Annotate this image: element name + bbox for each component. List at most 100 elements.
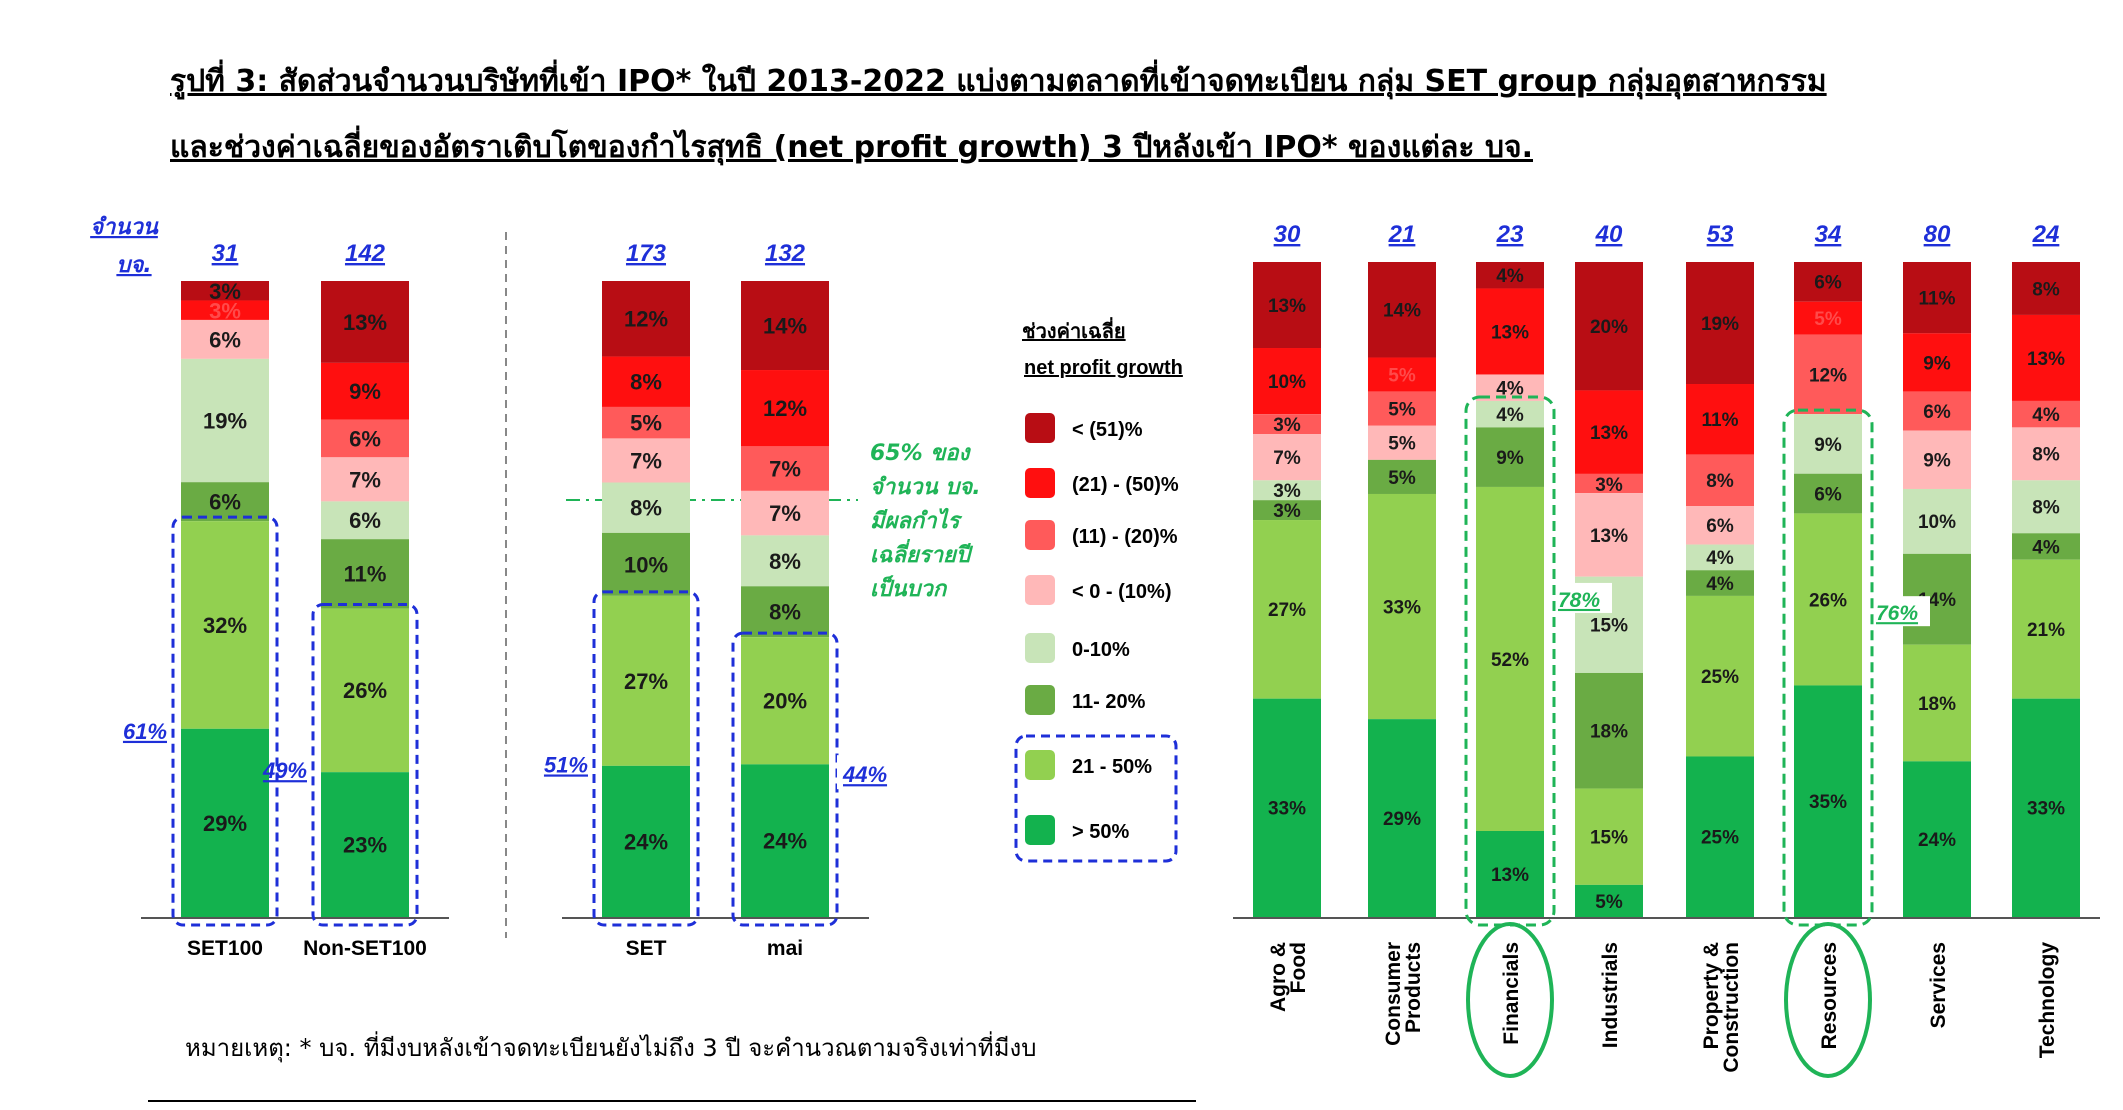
bar-segment-mai-0 <box>741 281 829 371</box>
bar-segment-mai-2 <box>741 446 829 491</box>
category-label-financials: Financials <box>1500 942 1523 1045</box>
data-label-resources-5: 6% <box>1814 484 1842 505</box>
bar-segment-consumer-products-3 <box>1368 425 1436 460</box>
annotation-line2: จำนวน บจ. <box>870 475 981 500</box>
bar-segment-set-5 <box>602 532 690 596</box>
data-label-consumer-products-2: 5% <box>1388 400 1416 421</box>
category-circle-financials <box>1466 922 1554 1078</box>
count-mai: 132 <box>765 240 806 267</box>
data-label-industrials-4: 15% <box>1590 616 1628 637</box>
data-label-services-0: 11% <box>1919 289 1956 310</box>
data-label-agro-food-6: 3% <box>1273 501 1301 522</box>
data-label-consumer-products-5: 33% <box>1383 597 1421 618</box>
count-agro-food: 30 <box>1274 221 1301 248</box>
data-label-services-7: 24% <box>1918 830 1956 851</box>
data-label-mai-2: 7% <box>769 457 801 482</box>
data-label-set100-6: 32% <box>203 613 247 638</box>
positive-share-set100: 61% <box>123 719 167 744</box>
data-label-financials-3: 4% <box>1496 379 1524 400</box>
positive-share-non-set100: 49% <box>262 758 307 783</box>
data-label-industrials-3: 13% <box>1590 526 1628 547</box>
bar-segment-agro-food-5 <box>1253 480 1321 501</box>
count-consumer-products: 21 <box>1388 221 1416 248</box>
data-label-property-construction-1: 11% <box>1702 410 1739 431</box>
category-label-industrials: Industrials <box>1599 942 1622 1048</box>
data-label-resources-1: 5% <box>1814 309 1842 330</box>
legend-label-2: (11) - (20)% <box>1072 526 1178 548</box>
data-label-set-7: 24% <box>624 829 668 854</box>
data-label-consumer-products-0: 14% <box>1383 301 1421 322</box>
bar-segment-services-7 <box>1903 761 1971 917</box>
count-label-line2: บจ. <box>116 253 151 278</box>
data-label-technology-4: 8% <box>2032 498 2060 519</box>
data-label-non-set100-4: 6% <box>349 508 381 533</box>
data-label-set100-0: 3% <box>209 279 241 304</box>
data-label-financials-6: 52% <box>1491 650 1529 671</box>
bar-segment-consumer-products-6 <box>1368 719 1436 917</box>
bar-segment-resources-4 <box>1794 414 1862 474</box>
data-label-services-6: 18% <box>1918 694 1956 715</box>
count-financials: 23 <box>1496 221 1524 248</box>
data-label-resources-4: 9% <box>1814 435 1842 456</box>
bar-segment-property-construction-0 <box>1686 262 1754 385</box>
bar-segment-non-set100-3 <box>321 457 409 502</box>
bar-segment-consumer-products-1 <box>1368 357 1436 392</box>
bar-segment-non-set100-0 <box>321 281 409 363</box>
data-label-financials-7: 13% <box>1491 865 1529 886</box>
bar-segment-agro-food-6 <box>1253 500 1321 521</box>
chart-title-line1: รูปที่ 3: สัดส่วนจำนวนบริษัทที่เข้า IPO*… <box>170 64 1827 99</box>
data-label-set100-1: 3% <box>209 298 241 323</box>
data-label-property-construction-5: 4% <box>1706 574 1734 595</box>
bar-segment-resources-7 <box>1794 685 1862 917</box>
positive-share-bg-mai <box>837 755 897 790</box>
bar-segment-agro-food-8 <box>1253 698 1321 917</box>
legend-label-1: (21) - (50)% <box>1072 474 1179 496</box>
data-label-services-1: 9% <box>1923 353 1951 374</box>
count-set: 173 <box>626 240 667 267</box>
data-label-non-set100-0: 13% <box>343 310 387 335</box>
data-label-set100-7: 29% <box>203 811 247 836</box>
data-label-technology-0: 8% <box>2032 279 2060 300</box>
count-non-set100: 142 <box>345 240 386 267</box>
data-label-property-construction-4: 4% <box>1706 548 1734 569</box>
legend-swatch-3 <box>1025 575 1055 605</box>
data-label-financials-5: 9% <box>1496 448 1524 469</box>
count-set100: 31 <box>212 240 239 267</box>
bar-segment-agro-food-1 <box>1253 348 1321 415</box>
bar-segment-mai-1 <box>741 370 829 447</box>
bar-segment-services-2 <box>1903 391 1971 431</box>
bar-segment-industrials-7 <box>1575 884 1643 917</box>
positive-share-set: 51% <box>544 752 588 777</box>
positive-share-bg-resources <box>1874 596 1930 627</box>
footnote-rule <box>148 1100 1196 1102</box>
data-label-agro-food-1: 10% <box>1268 372 1306 393</box>
bar-segment-set100-4 <box>181 358 269 483</box>
bar-segment-services-3 <box>1903 430 1971 489</box>
data-label-consumer-products-3: 5% <box>1388 434 1416 455</box>
bar-segment-resources-0 <box>1794 262 1862 302</box>
data-label-industrials-5: 18% <box>1590 722 1628 743</box>
bar-segment-consumer-products-4 <box>1368 459 1436 494</box>
data-label-agro-food-0: 13% <box>1268 296 1306 317</box>
bar-segment-financials-0 <box>1476 262 1544 289</box>
bar-segment-set-7 <box>602 765 690 917</box>
data-label-technology-5: 4% <box>2032 537 2060 558</box>
annotation-line5: เป็นบวก <box>870 575 948 602</box>
bar-segment-set-6 <box>602 595 690 766</box>
data-label-agro-food-5: 3% <box>1273 481 1301 502</box>
annotation-line3: มีผลกำไร <box>870 507 963 534</box>
bar-segment-industrials-0 <box>1575 262 1643 391</box>
bar-segment-technology-5 <box>2012 533 2080 560</box>
data-label-mai-6: 20% <box>763 689 807 714</box>
data-label-agro-food-8: 33% <box>1268 799 1306 820</box>
footnote: หมายเหตุ: * บจ. ที่มีงบหลังเข้าจดทะเบียน… <box>185 1034 1037 1062</box>
positive-profit-annotation: 65% ของ จำนวน บจ. มีผลกำไร เฉลี่ยรายปี เ… <box>870 441 981 602</box>
bar-segment-mai-5 <box>741 586 829 638</box>
data-label-mai-0: 14% <box>763 313 807 338</box>
data-label-financials-0: 4% <box>1496 266 1524 287</box>
bar-segment-agro-food-7 <box>1253 520 1321 699</box>
bar-segment-mai-4 <box>741 535 829 587</box>
bar-segment-consumer-products-2 <box>1368 391 1436 426</box>
bar-segment-technology-3 <box>2012 427 2080 481</box>
bar-segment-set100-3 <box>181 319 269 359</box>
